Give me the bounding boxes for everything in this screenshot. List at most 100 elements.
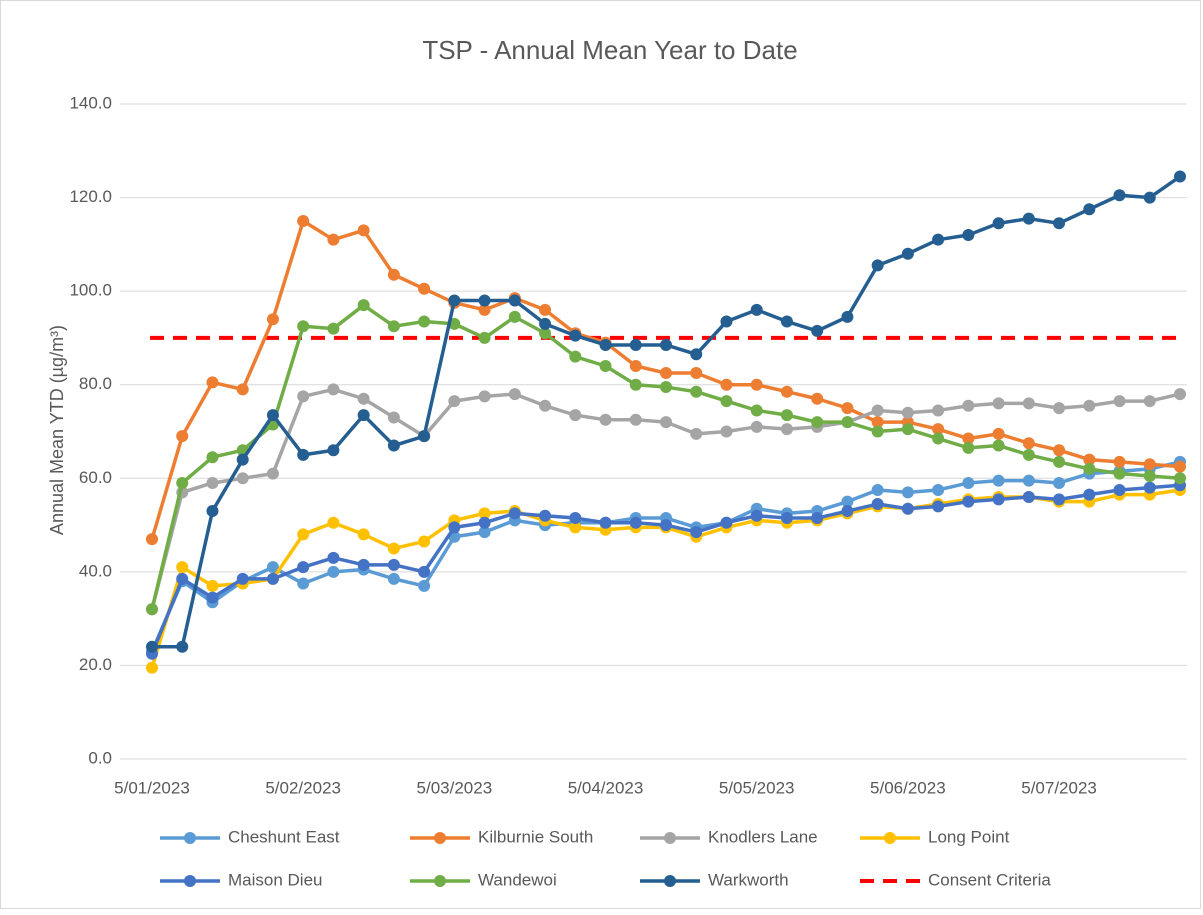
data-point <box>932 404 945 417</box>
y-tick-label: 140.0 <box>69 93 112 112</box>
data-point <box>962 432 975 445</box>
data-point <box>962 495 975 508</box>
data-point <box>841 505 854 518</box>
x-tick-label: 5/05/2023 <box>719 778 795 797</box>
data-point <box>901 406 914 419</box>
data-point <box>357 528 370 541</box>
data-point <box>176 476 189 489</box>
data-point <box>297 528 310 541</box>
data-point <box>1083 462 1096 475</box>
legend-marker <box>184 832 196 844</box>
data-point <box>236 472 249 485</box>
legend-marker <box>434 875 446 887</box>
data-point <box>1143 481 1156 494</box>
data-point <box>992 493 1005 506</box>
data-point <box>1053 476 1066 489</box>
x-tick-label: 5/03/2023 <box>417 778 493 797</box>
data-point <box>932 483 945 496</box>
data-point <box>297 577 310 590</box>
data-point <box>1113 455 1126 468</box>
data-point <box>569 409 582 422</box>
y-tick-label: 0.0 <box>88 748 112 767</box>
y-axis-label: Annual Mean YTD (µg/m³) <box>47 325 67 535</box>
data-point <box>750 404 763 417</box>
data-point <box>780 512 793 525</box>
data-point <box>236 383 249 396</box>
legend-marker <box>664 832 676 844</box>
data-point <box>1053 455 1066 468</box>
data-point <box>478 303 491 316</box>
data-point <box>327 383 340 396</box>
data-point <box>901 486 914 499</box>
data-point <box>508 294 521 307</box>
data-point <box>418 579 431 592</box>
data-point <box>992 439 1005 452</box>
data-point <box>478 516 491 529</box>
data-point <box>448 294 461 307</box>
data-point <box>206 451 219 464</box>
data-point <box>992 397 1005 410</box>
data-point <box>1083 399 1096 412</box>
data-point <box>206 505 219 518</box>
data-point <box>357 392 370 405</box>
data-point <box>932 233 945 246</box>
data-point <box>629 516 642 529</box>
data-point <box>1022 448 1035 461</box>
data-point <box>1174 388 1186 401</box>
data-point <box>266 409 279 422</box>
data-point <box>327 444 340 457</box>
legend-label: Knodlers Lane <box>708 827 818 846</box>
data-point <box>901 247 914 260</box>
data-point <box>146 661 158 674</box>
data-point <box>962 229 975 241</box>
data-point <box>992 474 1005 487</box>
data-point <box>478 507 491 520</box>
x-tick-label: 5/04/2023 <box>568 778 644 797</box>
data-point <box>539 317 552 330</box>
data-point <box>690 427 703 440</box>
data-point <box>660 519 672 532</box>
data-point <box>1113 467 1126 480</box>
data-point <box>629 360 642 372</box>
data-point <box>1022 474 1035 487</box>
data-point <box>327 551 340 564</box>
data-point <box>569 521 582 534</box>
data-point <box>962 399 975 412</box>
data-point <box>297 561 310 574</box>
data-point <box>146 603 158 616</box>
data-point <box>1174 460 1186 473</box>
data-point <box>690 348 703 361</box>
data-point <box>387 558 400 571</box>
data-point <box>629 338 642 351</box>
data-point <box>387 268 400 281</box>
data-point <box>1143 191 1156 204</box>
data-point <box>660 338 672 351</box>
data-point <box>176 572 189 585</box>
data-point <box>418 282 431 295</box>
data-point <box>811 392 824 405</box>
x-tick-label: 5/01/2023 <box>114 778 190 797</box>
data-point <box>720 425 733 438</box>
data-point <box>901 502 914 515</box>
data-point <box>539 303 552 316</box>
data-point <box>508 310 521 323</box>
data-point <box>478 390 491 403</box>
data-point <box>297 390 310 403</box>
data-point <box>266 467 279 480</box>
data-point <box>1083 453 1096 466</box>
data-point <box>539 327 552 340</box>
data-point <box>478 526 491 539</box>
data-point <box>1143 395 1156 408</box>
x-tick-label: 5/06/2023 <box>870 778 946 797</box>
data-point <box>357 224 370 237</box>
data-point <box>327 233 340 246</box>
data-point <box>146 533 158 546</box>
data-point <box>750 509 763 522</box>
data-point <box>1083 203 1096 216</box>
data-point <box>387 320 400 333</box>
data-point <box>297 214 310 227</box>
data-point <box>932 423 945 436</box>
data-point <box>1113 395 1126 408</box>
